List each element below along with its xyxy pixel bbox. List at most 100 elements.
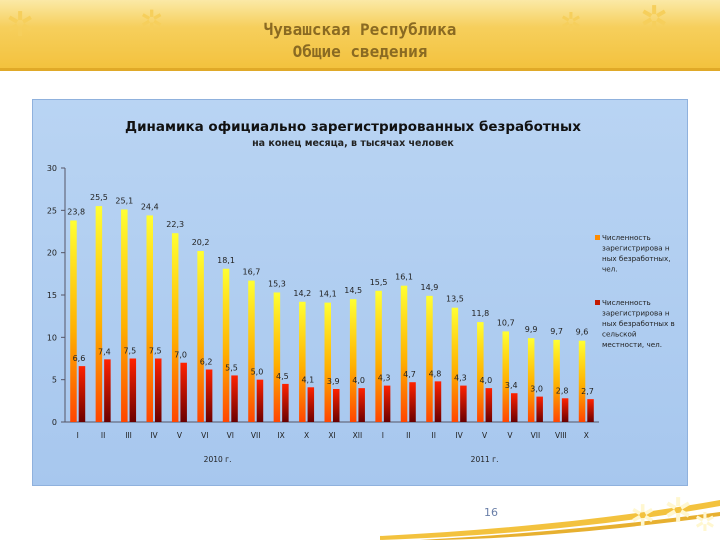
page-number: 16 xyxy=(484,506,498,519)
bar-rural xyxy=(434,381,442,422)
star-icon: ✲ xyxy=(140,4,164,37)
bar-rural xyxy=(256,379,264,422)
bar-rural xyxy=(155,358,162,422)
data-label-registered: 14,2 xyxy=(293,289,311,298)
x-tick-label: I xyxy=(382,431,384,440)
bar-rural xyxy=(205,369,213,422)
data-label-registered: 23,8 xyxy=(67,207,85,216)
bar-rural xyxy=(358,388,365,422)
y-tick-label: 30 xyxy=(47,164,57,173)
data-label-registered: 13,5 xyxy=(446,295,464,304)
star-icon: ✲ xyxy=(640,0,669,39)
decorative-swoosh xyxy=(380,500,720,540)
bar-registered xyxy=(222,268,230,422)
x-tick-label: X xyxy=(304,431,309,440)
bar-registered xyxy=(375,290,382,422)
x-tick-label: IX xyxy=(277,431,284,440)
x-tick-label: IV xyxy=(150,431,158,440)
data-label-registered: 18,1 xyxy=(217,256,235,265)
header-title-line1: Чувашская Республика xyxy=(263,20,457,39)
bar-registered xyxy=(121,209,128,422)
bar-rural xyxy=(78,366,86,422)
data-label-registered: 14,1 xyxy=(319,290,337,299)
data-label-registered: 16,1 xyxy=(395,273,413,282)
x-tick-label: III xyxy=(125,431,132,440)
header-banner xyxy=(0,0,720,68)
bar-registered xyxy=(273,292,281,422)
x-tick-label: V xyxy=(482,431,488,440)
bar-registered xyxy=(299,301,306,422)
bar-rural xyxy=(282,383,289,422)
data-label-registered: 10,7 xyxy=(497,318,515,327)
header-divider xyxy=(0,68,720,71)
bar-rural xyxy=(104,359,111,422)
header-title-line2: Общие сведения xyxy=(292,42,428,61)
x-tick-label: I xyxy=(77,431,79,440)
data-label-registered: 22,3 xyxy=(166,220,184,229)
data-label-rural: 4,1 xyxy=(301,375,314,384)
data-label-registered: 24,4 xyxy=(141,202,159,211)
data-label-registered: 9,9 xyxy=(525,325,538,334)
data-label-rural: 3,9 xyxy=(327,377,340,386)
chart-title: Динамика официально зарегистрированных б… xyxy=(125,119,581,135)
chart-frame: Динамика официально зарегистрированных б… xyxy=(32,99,688,486)
bar-registered xyxy=(248,280,255,422)
bar-registered xyxy=(477,322,484,422)
year-group-label: 2010 г. xyxy=(204,455,232,464)
data-label-rural: 4,3 xyxy=(454,374,467,383)
legend-entry: Численность зарегистрирова н ных безработн… xyxy=(602,298,675,349)
data-label-rural: 5,0 xyxy=(251,368,264,377)
data-label-registered: 15,5 xyxy=(370,278,388,287)
x-tick-label: VI xyxy=(227,431,234,440)
bar-rural xyxy=(180,362,187,422)
bar-rural xyxy=(307,387,315,422)
bar-registered xyxy=(171,233,179,422)
data-label-registered: 25,5 xyxy=(90,193,108,202)
legend-swatch xyxy=(595,235,600,240)
bar-rural xyxy=(587,399,594,422)
x-tick-label: VIII xyxy=(555,431,567,440)
bar-registered xyxy=(146,215,153,422)
bar-registered xyxy=(400,285,408,422)
data-label-rural: 4,8 xyxy=(429,369,442,378)
bar-rural xyxy=(231,375,238,422)
x-tick-label: VII xyxy=(531,431,541,440)
data-label-registered: 20,2 xyxy=(192,238,210,247)
bar-registered xyxy=(197,250,204,422)
data-label-registered: 9,6 xyxy=(576,328,589,337)
y-tick-label: 20 xyxy=(47,249,57,258)
bar-rural xyxy=(333,388,340,422)
y-tick-label: 0 xyxy=(52,418,57,427)
legend-entry: Численность зарегистрирова н ных безработн… xyxy=(602,233,671,274)
star-icon: ✲ xyxy=(560,8,582,38)
bar-registered xyxy=(553,339,560,422)
x-tick-label: XI xyxy=(328,431,335,440)
data-label-registered: 9,7 xyxy=(550,327,563,336)
chart-subtitle: на конец месяца, в тысячах человек xyxy=(252,138,454,149)
star-icon: ✲ xyxy=(630,499,656,534)
x-tick-label: V xyxy=(177,431,183,440)
x-tick-label: II xyxy=(431,431,435,440)
bar-registered xyxy=(527,338,535,422)
data-label-registered: 11,8 xyxy=(471,309,489,318)
bar-registered xyxy=(95,206,103,422)
y-tick-label: 10 xyxy=(47,333,57,342)
data-label-registered: 14,9 xyxy=(421,283,439,292)
x-tick-label: VII xyxy=(251,431,261,440)
data-label-rural: 7,0 xyxy=(174,351,187,360)
x-tick-label: V xyxy=(507,431,513,440)
y-tick-label: 5 xyxy=(52,376,57,385)
data-label-registered: 15,3 xyxy=(268,279,286,288)
bar-rural xyxy=(409,382,416,422)
star-icon: ✲ xyxy=(694,508,716,538)
bar-registered xyxy=(324,302,331,422)
x-tick-label: XII xyxy=(353,431,363,440)
star-icon: ✲ xyxy=(664,491,693,531)
data-label-rural: 4,0 xyxy=(479,376,492,385)
bar-registered xyxy=(578,340,586,422)
bar-rural xyxy=(561,398,569,422)
data-label-rural: 2,7 xyxy=(581,387,594,396)
x-tick-label: IV xyxy=(455,431,463,440)
data-label-rural: 4,0 xyxy=(352,376,365,385)
data-label-rural: 4,3 xyxy=(378,374,391,383)
